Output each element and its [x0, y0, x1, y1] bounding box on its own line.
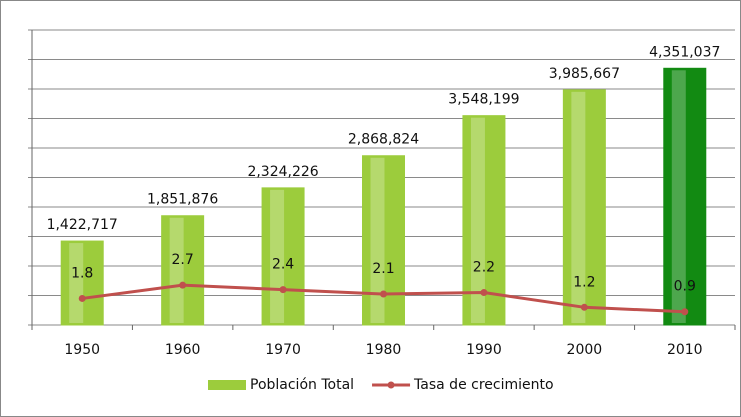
data-label: 0.9: [674, 279, 696, 295]
data-label: 1,422,717: [47, 217, 118, 233]
x-tick-label: 1950: [64, 342, 100, 358]
data-label: 2.7: [172, 252, 194, 268]
legend-swatch: [387, 381, 395, 389]
data-label: 2.4: [272, 257, 294, 273]
bar: [261, 187, 305, 326]
line-marker: [279, 286, 287, 294]
bar-shine: [571, 91, 586, 324]
data-label: 4,351,037: [649, 44, 720, 60]
line-marker: [681, 308, 689, 316]
data-label: 2.1: [372, 261, 394, 277]
bar: [60, 240, 104, 326]
data-label: 3,985,667: [549, 66, 620, 82]
data-label: 2,868,824: [348, 132, 419, 148]
legend-label: Tasa de crecimiento: [413, 377, 554, 393]
bar-shine: [370, 157, 385, 323]
x-tick-label: 2010: [667, 342, 703, 358]
bar-shine: [470, 117, 485, 324]
line-marker: [580, 303, 588, 311]
data-label: 2.2: [473, 260, 495, 276]
x-tick-label: 1990: [466, 342, 502, 358]
line-marker: [480, 289, 488, 297]
data-label: 1,851,876: [147, 192, 218, 208]
data-label: 1.2: [573, 274, 595, 290]
bar-shine: [671, 70, 686, 323]
x-tick-label: 1960: [165, 342, 201, 358]
data-label: 1.8: [71, 265, 93, 281]
line-marker: [380, 290, 387, 298]
data-label: 3,548,199: [448, 92, 519, 108]
data-label: 2,324,226: [247, 164, 318, 180]
x-tick-label: 2000: [567, 342, 603, 358]
legend-swatch: [208, 380, 246, 390]
line-marker: [78, 294, 86, 302]
bar: [562, 89, 606, 326]
bar: [663, 67, 707, 326]
line-marker: [179, 281, 187, 289]
x-tick-label: 1970: [265, 342, 301, 358]
bar-shine: [69, 243, 84, 323]
x-tick-label: 1980: [366, 342, 402, 358]
bar: [161, 215, 205, 326]
legend-label: Población Total: [250, 377, 354, 393]
bar-shine: [169, 217, 184, 323]
